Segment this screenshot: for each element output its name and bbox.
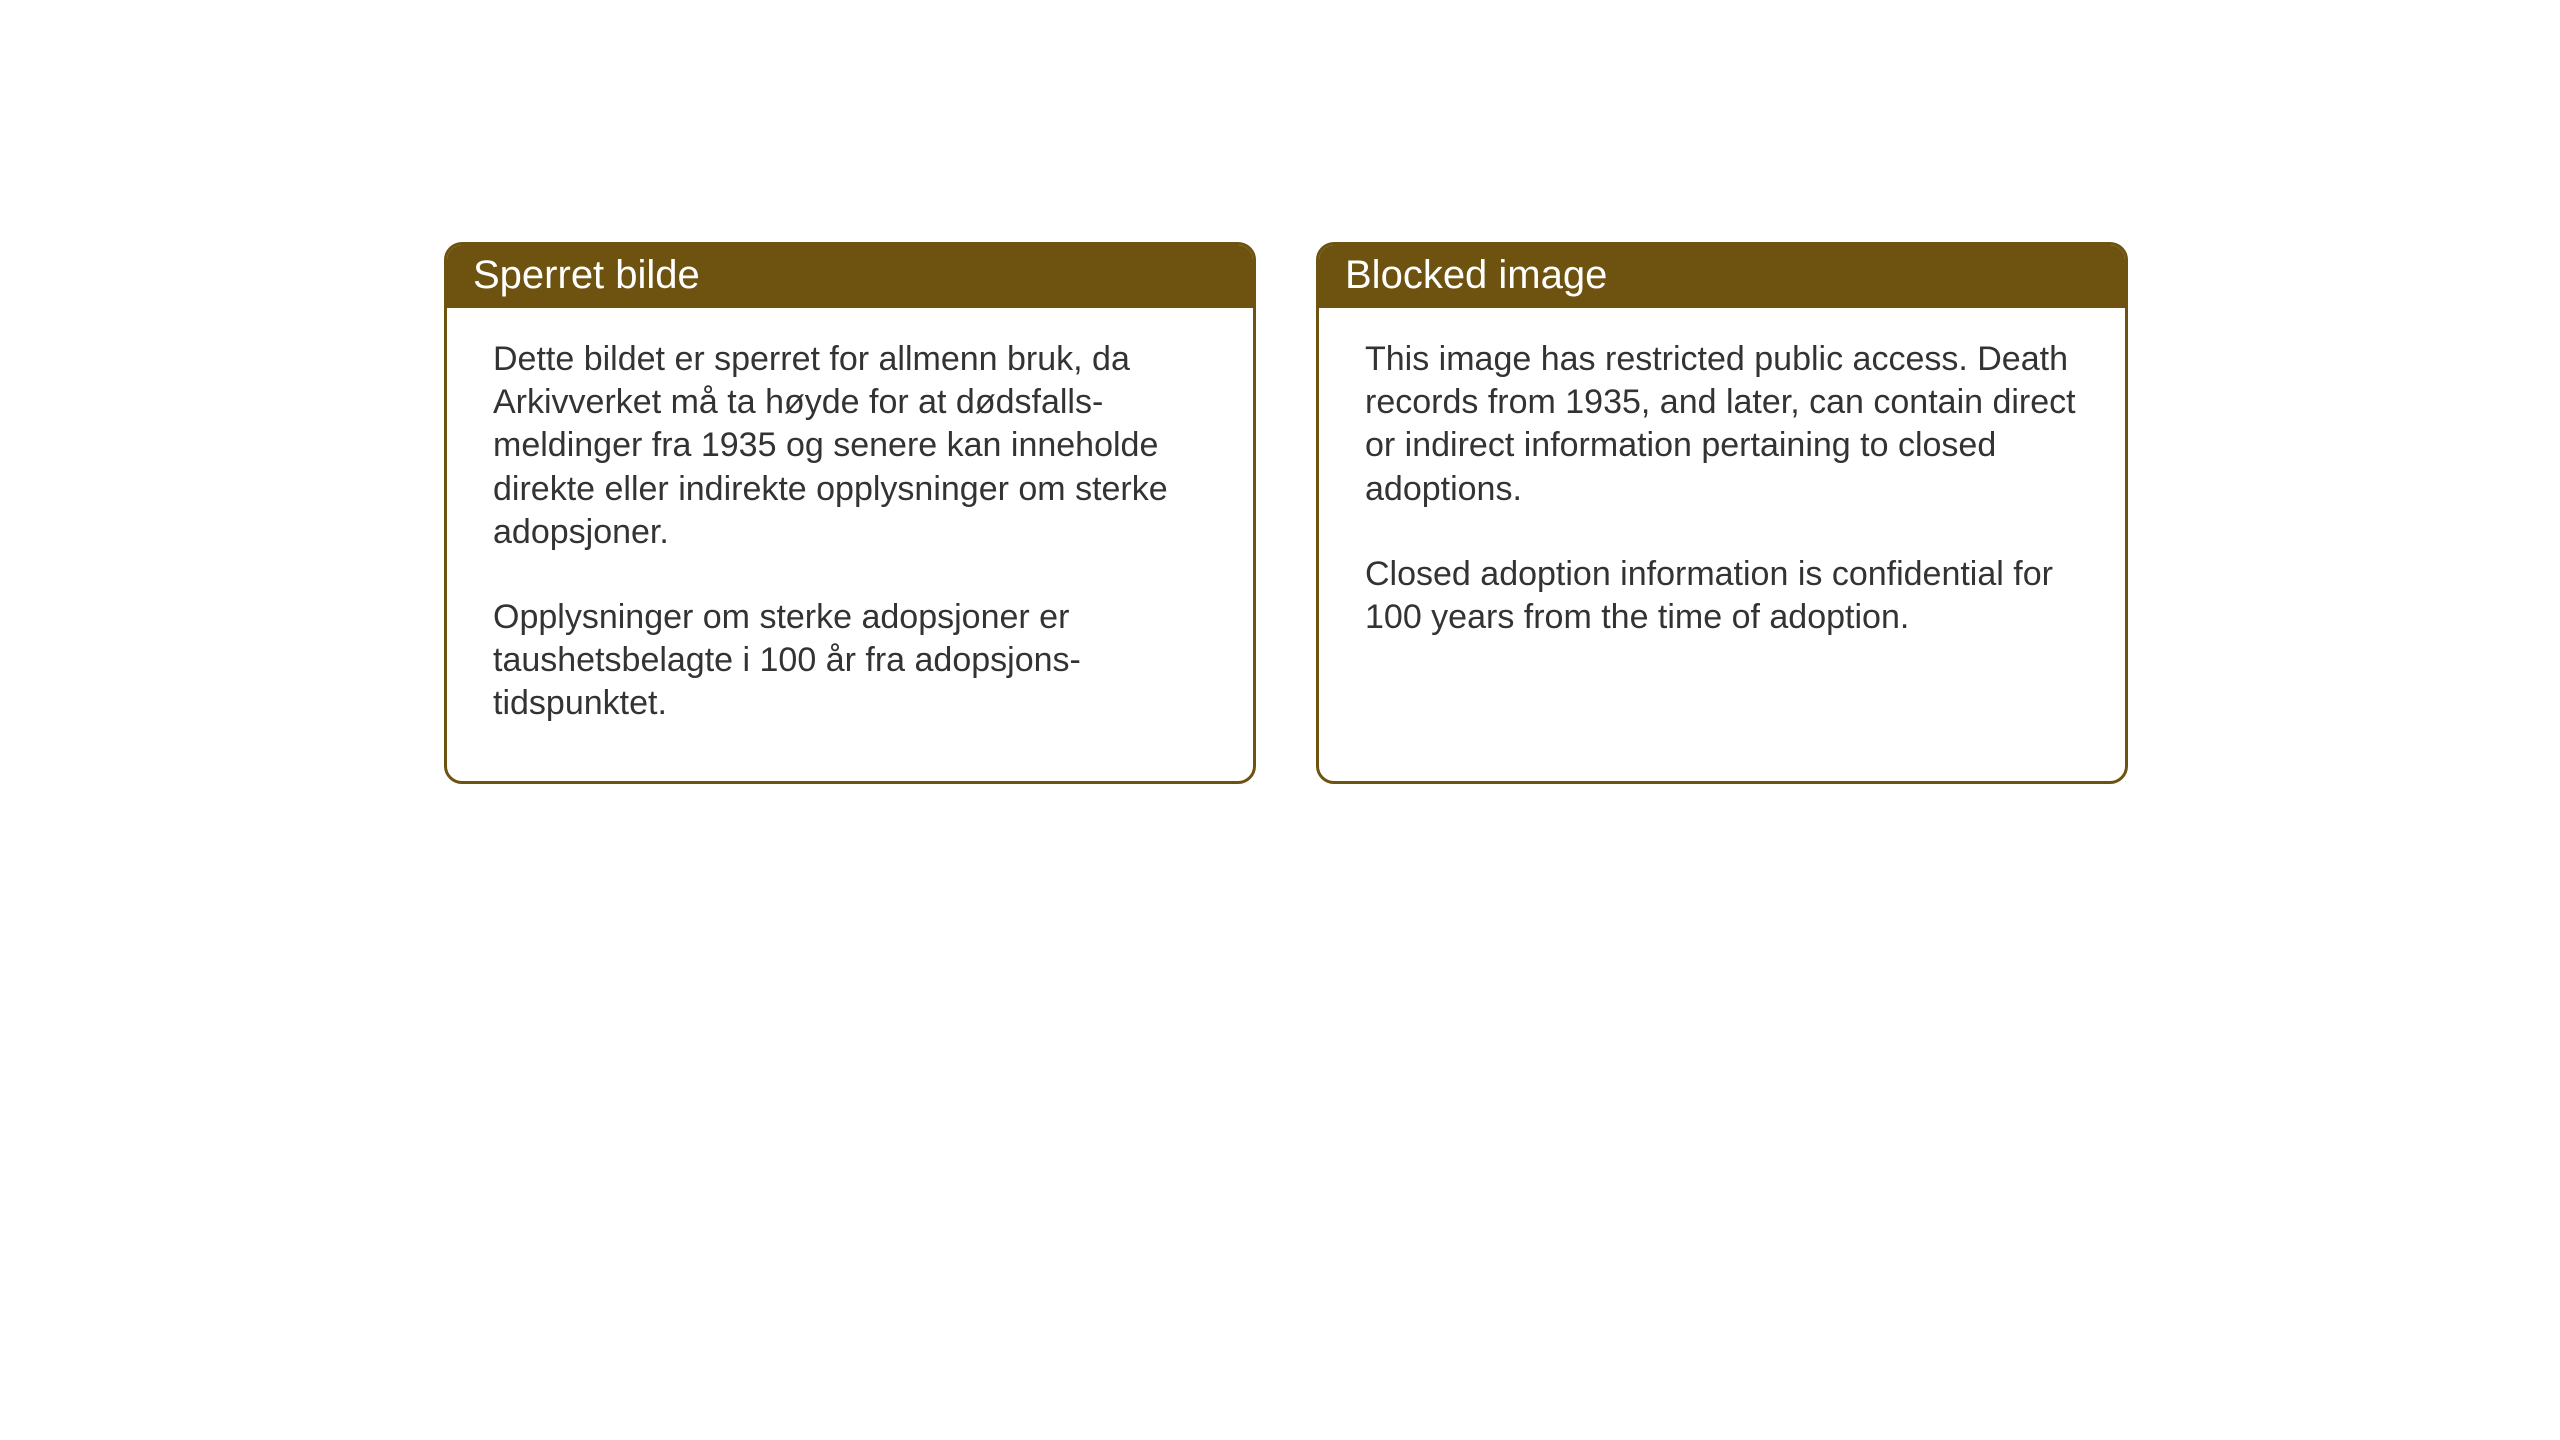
notice-body-english: This image has restricted public access.… [1319,308,2125,695]
notice-paragraph-2-norwegian: Opplysninger om sterke adopsjoner er tau… [493,596,1207,726]
notice-paragraph-1-norwegian: Dette bildet er sperret for allmenn bruk… [493,338,1207,554]
notice-body-norwegian: Dette bildet er sperret for allmenn bruk… [447,308,1253,781]
notice-container: Sperret bilde Dette bildet er sperret fo… [0,0,2560,784]
notice-box-english: Blocked image This image has restricted … [1316,242,2128,784]
notice-box-norwegian: Sperret bilde Dette bildet er sperret fo… [444,242,1256,784]
notice-header-norwegian: Sperret bilde [447,245,1253,308]
notice-header-english: Blocked image [1319,245,2125,308]
notice-paragraph-2-english: Closed adoption information is confident… [1365,553,2079,639]
notice-paragraph-1-english: This image has restricted public access.… [1365,338,2079,511]
